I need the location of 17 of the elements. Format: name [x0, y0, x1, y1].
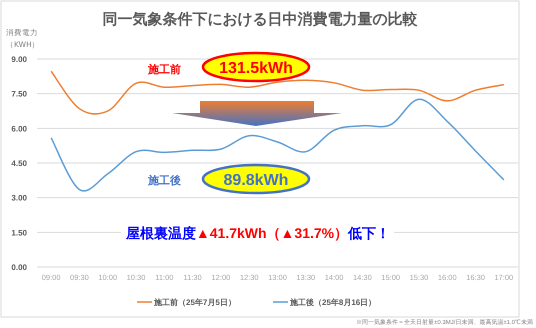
legend-label: 施工後（25年8月16日）	[289, 298, 376, 307]
y-tick-label: 0.00	[11, 263, 28, 272]
annotation: ▲41.7kWh（▲31.7%）	[196, 225, 348, 241]
y-tick-label: 9.00	[11, 55, 28, 64]
y-tick-label: 3.00	[11, 194, 28, 203]
chart-title: 同一気象条件下における日中消費電力量の比較	[102, 11, 418, 28]
annotation: 131.5kWh	[219, 60, 293, 77]
annotation: 施工前	[147, 63, 181, 76]
y-tick-label: 7.50	[11, 90, 28, 99]
annotation: 屋根裏温度	[124, 225, 196, 241]
annotation: 低下！	[347, 225, 390, 241]
y-tick-label: 4.50	[11, 159, 28, 168]
annotation: 施工後	[147, 174, 181, 187]
annotation: 89.8kWh	[224, 172, 288, 189]
legend-label: 施工前（25年7月5日）	[153, 298, 236, 307]
y-tick-label: 1.50	[11, 228, 28, 238]
y-tick-label: 6.00	[11, 124, 28, 134]
